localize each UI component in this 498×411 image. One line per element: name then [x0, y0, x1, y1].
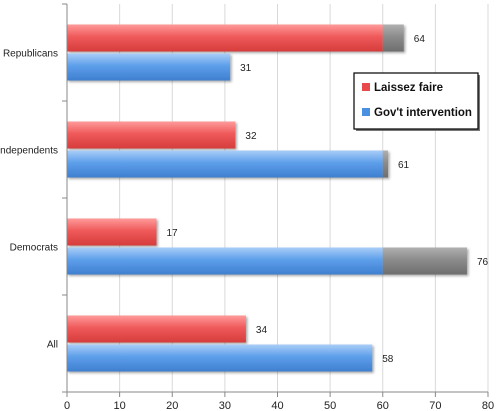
bar-excess-republicans-laissez-faire	[382, 24, 404, 52]
bar-fill-republicans-laissez-faire	[67, 24, 383, 52]
bar-republicans-laissez-faire	[67, 24, 404, 52]
bar-all-gov-t-intervention	[67, 344, 373, 372]
bars	[67, 24, 467, 372]
category-label-republicans: Republicans	[3, 49, 58, 60]
x-tick-label-80: 80	[482, 400, 494, 411]
legend-swatch-gov-t-intervention	[362, 108, 370, 116]
axes: 0 10 20 30 40 50 60 70 80 Republicans Independents…	[0, 3, 494, 411]
data-labels: 64 31 32 61 17 76 34 58	[166, 34, 488, 365]
data-label-republicans-laissez-faire: 64	[414, 34, 426, 45]
bar-fill-independents-laissez-faire	[67, 121, 236, 149]
legend: Laissez faire Gov't intervention	[353, 72, 480, 131]
bar-democrats-laissez-faire	[67, 218, 157, 246]
bar-independents-gov-t-intervention	[67, 150, 389, 178]
bar-republicans-gov-t-intervention	[67, 53, 231, 81]
bar-fill-all-laissez-faire	[67, 315, 246, 343]
bar-fill-democrats-gov-t-intervention	[67, 247, 383, 275]
bar-excess-democrats-gov-t-intervention	[382, 247, 467, 275]
bar-all-laissez-faire	[67, 315, 246, 343]
category-label-democrats: Democrats	[10, 243, 58, 254]
x-tick-label-70: 70	[429, 400, 441, 411]
legend-box	[353, 72, 479, 130]
data-label-democrats-laissez-faire: 17	[166, 228, 178, 239]
x-tick-label-40: 40	[271, 400, 283, 411]
legend-label-laissez-faire: Laissez faire	[374, 82, 443, 94]
legend-label-gov-t-intervention: Gov't intervention	[374, 107, 472, 119]
bar-excess-independents-gov-t-intervention	[382, 150, 389, 178]
category-label-all: All	[47, 340, 58, 351]
bar-fill-all-gov-t-intervention	[67, 344, 373, 372]
x-tick-label-30: 30	[219, 400, 231, 411]
data-label-republicans-gov-t-intervention: 31	[240, 63, 252, 74]
x-tick-label-60: 60	[377, 400, 389, 411]
bar-fill-democrats-laissez-faire	[67, 218, 157, 246]
bar-fill-republicans-gov-t-intervention	[67, 53, 231, 81]
x-tick-label-0: 0	[64, 400, 70, 411]
data-label-all-gov-t-intervention: 58	[382, 354, 394, 365]
x-tick-label-20: 20	[166, 400, 178, 411]
data-label-democrats-gov-t-intervention: 76	[477, 257, 489, 268]
x-tick-label-50: 50	[324, 400, 336, 411]
data-label-independents-gov-t-intervention: 61	[398, 160, 410, 171]
x-tick-label-10: 10	[114, 400, 126, 411]
bar-independents-laissez-faire	[67, 121, 236, 149]
data-label-all-laissez-faire: 34	[256, 325, 268, 336]
bar-democrats-gov-t-intervention	[67, 247, 467, 275]
legend-swatch-laissez-faire	[362, 83, 370, 91]
category-label-independents: Independents	[0, 146, 58, 157]
data-label-independents-laissez-faire: 32	[245, 131, 257, 142]
bar-fill-independents-gov-t-intervention	[67, 150, 383, 178]
